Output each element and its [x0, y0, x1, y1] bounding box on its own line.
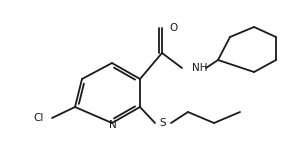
Text: N: N [109, 120, 117, 130]
Text: S: S [160, 118, 166, 128]
Text: O: O [169, 23, 177, 33]
Text: Cl: Cl [34, 113, 44, 123]
Text: NH: NH [192, 63, 207, 73]
